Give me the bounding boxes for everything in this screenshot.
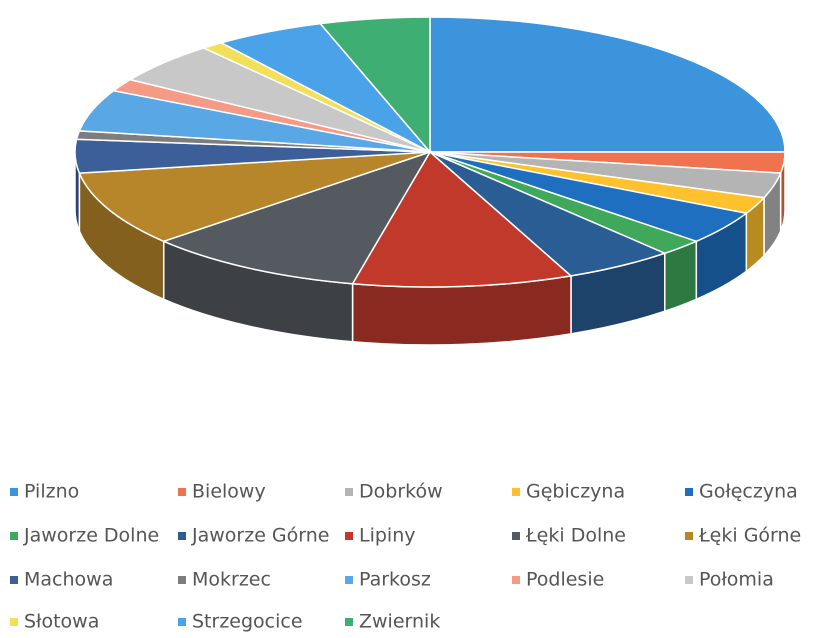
legend-label: Zwiernik bbox=[359, 611, 440, 633]
legend-entry: Dobrków bbox=[345, 481, 443, 503]
legend-label: Jaworze Górne bbox=[191, 525, 329, 547]
legend-swatch bbox=[178, 576, 186, 584]
legend-swatch bbox=[345, 488, 353, 496]
pie-slice bbox=[318, 16, 431, 155]
legend-entry: Parkosz bbox=[345, 569, 431, 591]
legend-entry: Podlesie bbox=[512, 569, 604, 591]
legend-swatch bbox=[178, 532, 186, 540]
legend-label: Łęki Dolne bbox=[525, 525, 626, 547]
legend-label: Połomia bbox=[699, 569, 774, 591]
legend-swatch bbox=[10, 488, 18, 496]
legend-label: Machowa bbox=[24, 569, 113, 591]
legend-entry: Jaworze Dolne bbox=[10, 525, 159, 547]
legend-label: Mokrzec bbox=[192, 569, 271, 591]
legend-entry: Strzegocice bbox=[178, 611, 303, 633]
pie-slice bbox=[429, 16, 786, 153]
legend-entry: Łęki Górne bbox=[685, 525, 801, 547]
legend-swatch bbox=[512, 488, 520, 496]
legend-entry: Bielowy bbox=[178, 481, 266, 503]
legend-label: Pilzno bbox=[24, 481, 79, 503]
legend-swatch bbox=[10, 576, 18, 584]
legend-entry: Pilzno bbox=[10, 481, 79, 503]
legend-label: Lipiny bbox=[359, 525, 416, 547]
legend-swatch bbox=[512, 532, 520, 540]
legend-label: Jaworze Dolne bbox=[23, 525, 159, 547]
legend-label: Bielowy bbox=[192, 481, 266, 503]
legend-entry: Słotowa bbox=[10, 611, 99, 633]
pie-slice bbox=[78, 151, 431, 243]
legend-entry: Połomia bbox=[685, 569, 774, 591]
legend-swatch bbox=[685, 488, 693, 496]
legend-entry: Lipiny bbox=[345, 525, 416, 547]
legend-swatch bbox=[345, 576, 353, 584]
legend-swatch bbox=[10, 618, 18, 626]
legend-label: Podlesie bbox=[526, 569, 604, 591]
legend-label: Słotowa bbox=[24, 611, 99, 633]
legend-entry: Machowa bbox=[10, 569, 113, 591]
legend-label: Gołęczyna bbox=[699, 481, 798, 503]
legend-label: Łęki Górne bbox=[698, 525, 801, 547]
legend-swatch bbox=[345, 532, 353, 540]
legend-label: Dobrków bbox=[359, 481, 443, 503]
legend-entry: Łęki Dolne bbox=[512, 525, 626, 547]
legend-swatch bbox=[178, 618, 186, 626]
legend-entry: Gołęczyna bbox=[685, 481, 798, 503]
legend-label: Gębiczyna bbox=[526, 481, 625, 503]
legend-swatch bbox=[685, 532, 693, 540]
legend-swatch bbox=[685, 576, 693, 584]
legend-entry: Jaworze Górne bbox=[178, 525, 329, 547]
legend-label: Parkosz bbox=[359, 569, 431, 591]
legend-entry: Mokrzec bbox=[178, 569, 271, 591]
pie-slice bbox=[351, 150, 573, 288]
legend-entry: Zwiernik bbox=[345, 611, 440, 633]
legend-swatch bbox=[512, 576, 520, 584]
legend-label: Strzegocice bbox=[192, 611, 303, 633]
pie-slice bbox=[161, 150, 432, 285]
legend-swatch bbox=[345, 618, 353, 626]
legend-swatch bbox=[178, 488, 186, 496]
legend-entry: Gębiczyna bbox=[512, 481, 625, 503]
legend-swatch bbox=[10, 532, 18, 540]
